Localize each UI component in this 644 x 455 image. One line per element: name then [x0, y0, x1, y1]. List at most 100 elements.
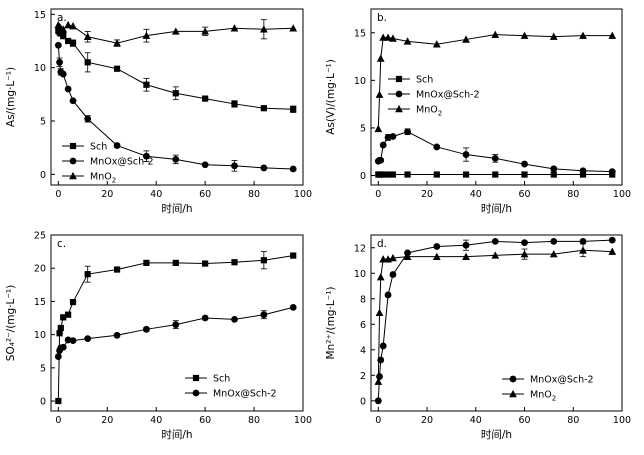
- data-point: [143, 152, 150, 160]
- data-point: [202, 95, 209, 102]
- legend-label-subscript: 2: [112, 177, 116, 185]
- legend-label-text: Sch: [416, 75, 433, 86]
- data-point: [172, 90, 179, 97]
- data-point: [462, 35, 470, 43]
- data-point: [60, 314, 67, 321]
- chart-panel-4: 0 20 40 60 80 100 0 2 4 6 8 10 12 d. 时间/h Mn²⁺/(mg·L⁻¹)…: [325, 234, 631, 441]
- data-point: [376, 54, 385, 62]
- data-point: [491, 154, 499, 162]
- legend-label-text: Sch: [213, 374, 230, 385]
- data-point: [69, 22, 77, 30]
- data-point: [289, 165, 297, 173]
- series-triangle: [374, 30, 617, 133]
- data-point: [289, 24, 298, 32]
- data-point: [579, 246, 587, 254]
- series-line: [57, 306, 294, 357]
- data-point: [608, 31, 617, 39]
- chart-panel-3: 0 20 40 60 80 100 0 5 10 15 20 25 c. 时间/h SO₄²⁻/(mg·L⁻…: [5, 231, 312, 442]
- legend-label: Sch: [90, 142, 107, 153]
- legend-label-text: MnO: [530, 390, 552, 401]
- x-tick-label: 60: [518, 415, 530, 426]
- y-tick-label: 10: [354, 269, 366, 280]
- data-point: [492, 171, 499, 178]
- data-point: [113, 331, 121, 339]
- legend-label: MnOx@Sch-2: [213, 389, 277, 400]
- data-point: [432, 252, 441, 260]
- x-tick-label: 40: [150, 189, 162, 200]
- data-point: [259, 25, 268, 33]
- data-point: [433, 171, 440, 178]
- data-point: [375, 90, 384, 98]
- y-tick-label: 2: [360, 371, 366, 382]
- data-point: [113, 266, 121, 273]
- data-point: [549, 32, 558, 40]
- data-point: [375, 308, 384, 317]
- x-tick-label: 100: [613, 415, 631, 426]
- x-tick-label: 0: [55, 189, 61, 200]
- data-point: [202, 260, 209, 267]
- y-tick-label: 4: [360, 345, 366, 356]
- data-point: [231, 100, 238, 108]
- panel-label: c.: [57, 238, 66, 250]
- series-square: [55, 251, 297, 405]
- data-point: [260, 105, 267, 112]
- data-point: [379, 141, 387, 149]
- data-point: [579, 171, 587, 178]
- data-point: [69, 337, 77, 344]
- data-point: [54, 353, 62, 360]
- data-point: [521, 160, 528, 168]
- data-point: [201, 27, 210, 35]
- data-point: [84, 115, 92, 123]
- x-tick-label: 60: [518, 189, 530, 200]
- x-tick-label: 80: [248, 189, 260, 200]
- data-point: [230, 24, 239, 32]
- data-point: [69, 97, 77, 105]
- legend-marker: [395, 75, 403, 83]
- legend-label: Sch: [416, 75, 433, 86]
- data-point: [379, 33, 388, 41]
- data-point: [462, 241, 470, 249]
- legend-marker: [509, 389, 517, 398]
- y-axis-label: As(V)/(mg·L⁻¹): [325, 59, 337, 135]
- data-point: [389, 253, 397, 262]
- data-point: [491, 30, 500, 38]
- data-point: [69, 40, 77, 47]
- data-point: [172, 259, 179, 266]
- data-point: [231, 315, 238, 323]
- legend-label: MnO2: [416, 105, 442, 118]
- legend-label: Sch: [213, 374, 230, 385]
- data-point: [550, 165, 558, 173]
- legend-marker: [69, 142, 77, 150]
- y-tick-label: 5: [40, 363, 46, 374]
- y-tick-label: 15: [34, 297, 46, 308]
- data-point: [290, 106, 297, 113]
- data-point: [374, 397, 382, 405]
- y-axis-label: Mn²⁺/(mg·L⁻¹): [325, 286, 337, 359]
- legend-label-text: Sch: [90, 142, 107, 153]
- series-line: [377, 249, 613, 382]
- data-point: [550, 237, 558, 245]
- data-point: [433, 143, 441, 151]
- data-point: [171, 27, 180, 35]
- x-tick-label: 0: [375, 189, 381, 200]
- x-axis-label: 时间/h: [161, 428, 192, 441]
- y-tick-label: 10: [34, 330, 46, 341]
- y-tick-label: 0: [360, 396, 366, 407]
- y-tick-label: 0: [40, 170, 46, 181]
- data-point: [549, 250, 558, 258]
- chart-panel-2: 0 20 40 60 80 100 0 5 10 15 b. 时间/h As(V)/(mg·L⁻¹) Sc…: [325, 8, 631, 215]
- legend-marker: [69, 171, 77, 180]
- data-point: [404, 171, 411, 178]
- plot-frame: [370, 234, 623, 412]
- x-tick-label: 40: [470, 189, 482, 200]
- x-tick-label: 40: [470, 415, 482, 426]
- legend-label: MnO2: [90, 172, 116, 185]
- y-axis-label: SO₄²⁻/(mg·L⁻¹): [5, 285, 17, 361]
- legend-label-text: MnO: [90, 172, 112, 183]
- data-point: [113, 39, 121, 47]
- x-tick-label: 60: [199, 415, 211, 426]
- x-tick-label: 60: [199, 189, 211, 200]
- series-line: [378, 131, 613, 173]
- data-point: [57, 324, 64, 332]
